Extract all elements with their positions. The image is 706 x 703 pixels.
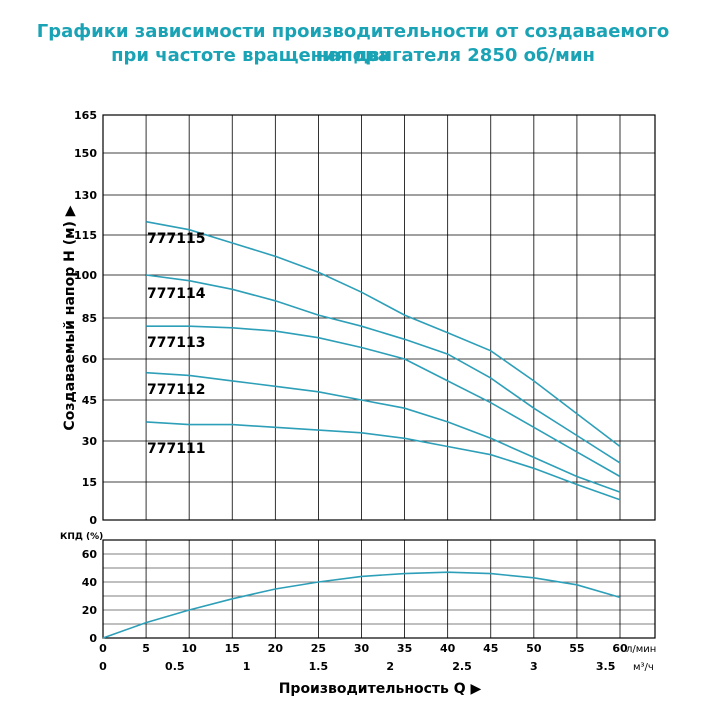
efficiency-y-axis-title: КПД (%)	[60, 532, 103, 542]
head-curve-777112	[146, 371, 621, 493]
head-curve-777114	[145, 274, 621, 464]
x-unit-lpm: л/мин	[626, 644, 656, 655]
head-y-tick-label: 0	[89, 514, 97, 527]
x-tick-label-lpm: 55	[569, 642, 584, 655]
x-tick-label-lpm: 0	[99, 642, 107, 655]
head-y-tick-label: 150	[74, 147, 97, 160]
head-y-tick-label: 165	[74, 109, 97, 122]
head-y-axis-title: Создаваемый напор Н (м) ▶	[62, 205, 78, 430]
x-tick-label-lpm: 15	[225, 642, 240, 655]
x-tick-label-lpm: 40	[440, 642, 456, 655]
head-curve-777115	[145, 220, 621, 448]
x-tick-label-m3h: 3.5	[596, 660, 616, 673]
x-tick-label-lpm: 10	[182, 642, 198, 655]
head-plot-frame	[102, 114, 656, 521]
x-tick-label-m3h: 1.5	[309, 660, 329, 673]
efficiency-y-tick-label: 20	[82, 604, 98, 617]
x-tick-label-m3h: 1	[243, 660, 251, 673]
curve-label-777112: 777112	[147, 382, 205, 398]
head-y-tick-label: 85	[82, 312, 97, 325]
x-tick-label-m3h: 0.5	[165, 660, 185, 673]
x-tick-label-m3h: 3	[530, 660, 538, 673]
x-tick-label-lpm: 30	[354, 642, 370, 655]
x-tick-label-m3h: 0	[99, 660, 107, 673]
curve-label-777114: 777114	[147, 286, 206, 302]
x-tick-label-lpm: 20	[268, 642, 284, 655]
x-tick-label-m3h: 2.5	[452, 660, 472, 673]
x-tick-label-lpm: 5	[142, 642, 150, 655]
curve-label-777113: 777113	[147, 335, 205, 351]
x-tick-label-lpm: 50	[526, 642, 542, 655]
efficiency-y-tick-label: 60	[82, 548, 98, 561]
head-y-tick-label: 130	[74, 189, 97, 202]
head-y-tick-label: 115	[74, 229, 97, 242]
curve-label-777111: 777111	[147, 441, 205, 457]
x-tick-label-lpm: 25	[311, 642, 326, 655]
efficiency-plot-frame	[102, 539, 656, 639]
x-tick-label-lpm: 35	[397, 642, 412, 655]
head-y-tick-label: 45	[82, 394, 97, 407]
efficiency-curve	[102, 571, 621, 639]
head-y-tick-label: 30	[82, 435, 98, 448]
chart-title-line-2: при частоте вращения двигателя 2850 об/м…	[111, 45, 595, 66]
head-curve-777113	[146, 325, 621, 478]
x-tick-label-m3h: 2	[386, 660, 394, 673]
head-y-tick-label: 100	[74, 269, 97, 282]
x-unit-m3h: м³/ч	[633, 662, 654, 673]
x-tick-label-lpm: 45	[483, 642, 498, 655]
head-y-tick-label: 60	[82, 353, 98, 366]
x-tick-label-lpm: 60	[612, 642, 628, 655]
head-y-tick-label: 15	[82, 476, 97, 489]
efficiency-y-tick-label: 0	[89, 632, 97, 645]
head-curve-777111	[146, 421, 621, 501]
efficiency-y-tick-label: 40	[82, 576, 98, 589]
x-axis-title: Производительность Q ▶	[279, 681, 482, 697]
curve-label-777115: 777115	[147, 231, 205, 247]
chart-title-line-1: Графики зависимости производительности о…	[36, 21, 670, 66]
